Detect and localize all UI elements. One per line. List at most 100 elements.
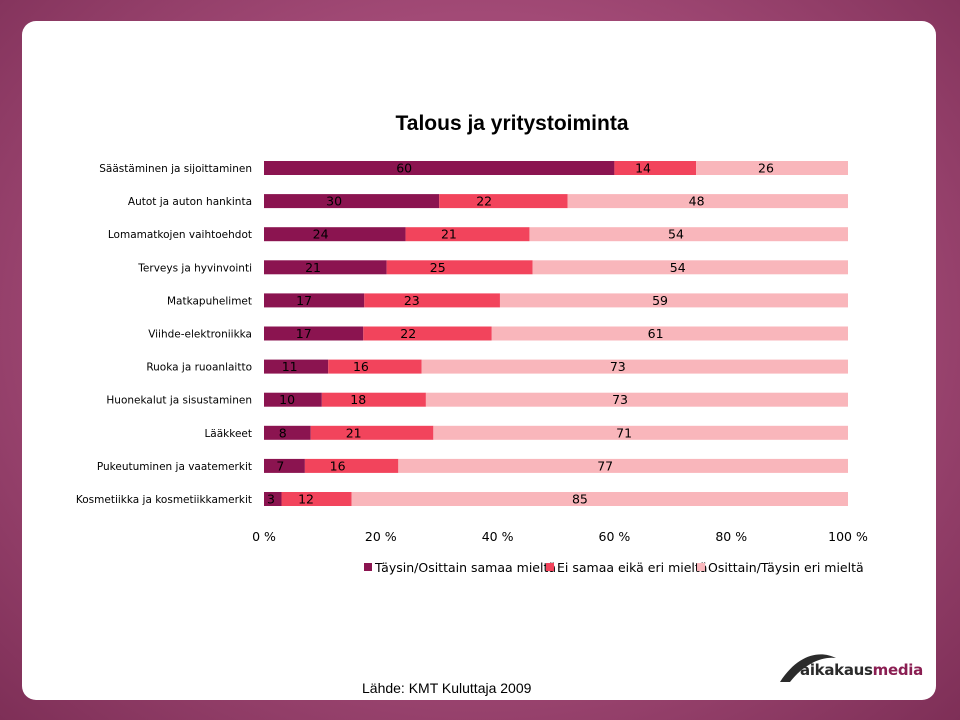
data-label: 12 xyxy=(298,492,314,507)
bar-segment-3 xyxy=(421,359,848,374)
data-label: 73 xyxy=(610,359,626,374)
bar-segment-1 xyxy=(264,293,365,308)
bar-segment-2 xyxy=(281,492,352,506)
bar-segment-2 xyxy=(363,326,492,341)
aikakausmedia-logo: aikakausmedia xyxy=(778,648,923,684)
category-label: Viihde-elektroniikka xyxy=(148,329,252,341)
data-label: 21 xyxy=(441,227,457,242)
bar-segment-2 xyxy=(386,260,533,275)
logo-swoosh-icon xyxy=(780,654,836,682)
x-tick-label: 100 % xyxy=(828,529,868,544)
logo-text: aikakausmedia xyxy=(800,661,923,679)
bar-segment-1 xyxy=(264,458,305,473)
category-label: Pukeutuminen ja vaatemerkit xyxy=(97,461,252,473)
data-label: 61 xyxy=(648,326,664,341)
bar-segment-1 xyxy=(264,227,406,242)
bar-segment-2 xyxy=(614,161,697,175)
bar-segment-2 xyxy=(439,194,568,209)
data-label: 48 xyxy=(689,194,705,209)
data-label: 23 xyxy=(404,293,420,308)
category-label: Terveys ja hyvinvointi xyxy=(137,262,252,274)
data-label: 85 xyxy=(572,492,588,507)
data-label: 16 xyxy=(330,458,346,473)
bar-segment-3 xyxy=(499,293,848,308)
data-label: 25 xyxy=(430,260,446,275)
data-label: 26 xyxy=(758,161,774,176)
bar-segment-3 xyxy=(529,227,848,242)
data-label: 59 xyxy=(652,293,668,308)
bar-segment-1 xyxy=(264,492,282,506)
data-label: 17 xyxy=(296,326,312,341)
bar-segment-1 xyxy=(264,425,311,440)
category-labels: Säästäminen ja sijoittaminen Autot ja aut… xyxy=(76,163,252,506)
data-label: 71 xyxy=(616,425,632,440)
data-label: 17 xyxy=(296,293,312,308)
data-label: 30 xyxy=(326,194,342,209)
data-label: 14 xyxy=(635,161,651,176)
category-label: Kosmetiikka ja kosmetiikkamerkit xyxy=(76,494,252,506)
data-label: 54 xyxy=(670,260,686,275)
category-label: Autot ja auton hankinta xyxy=(128,196,252,208)
data-label: 54 xyxy=(668,227,684,242)
category-label: Lääkkeet xyxy=(204,428,252,440)
category-label: Lomamatkojen vaihtoehdot xyxy=(108,229,252,241)
bar-segment-2 xyxy=(310,425,434,440)
source-note: Lähde: KMT Kuluttaja 2009 xyxy=(362,680,532,696)
legend: Täysin/Osittain samaa mieltä Ei samaa eik… xyxy=(364,560,864,575)
bar-segment-3 xyxy=(696,161,848,175)
logo-text-part1: aikakaus xyxy=(800,661,873,679)
legend-label: Ei samaa eikä eri mieltä xyxy=(557,560,707,575)
data-label: 22 xyxy=(476,194,492,209)
bar-segment-1 xyxy=(264,194,440,209)
bar-segment-3 xyxy=(491,326,848,341)
x-axis-ticks: 0 % 20 % 40 % 60 % 80 % 100 % xyxy=(252,529,868,544)
bar-segment-2 xyxy=(328,359,422,374)
bar-segment-3 xyxy=(425,392,848,407)
legend-swatch-2 xyxy=(546,563,554,571)
bar-segment-1 xyxy=(264,260,387,275)
data-label: 21 xyxy=(305,260,321,275)
x-tick-label: 20 % xyxy=(365,529,397,544)
data-label: 10 xyxy=(279,392,295,407)
data-label: 60 xyxy=(396,161,412,176)
bar-segment-1 xyxy=(264,161,615,175)
legend-label: Täysin/Osittain samaa mieltä xyxy=(374,560,556,575)
legend-label: Osittain/Täysin eri mieltä xyxy=(708,560,864,575)
data-label: 77 xyxy=(597,458,613,473)
x-tick-label: 40 % xyxy=(482,529,514,544)
bar-segment-3 xyxy=(398,458,848,473)
bar-segment-3 xyxy=(351,492,848,506)
category-label: Matkapuhelimet xyxy=(167,295,252,307)
bar-segment-2 xyxy=(364,293,500,308)
data-label: 11 xyxy=(282,359,298,374)
bar-segment-2 xyxy=(304,458,399,473)
chart-title: Talous ja yritystoiminta xyxy=(396,112,629,135)
category-label: Huonekalut ja sisustaminen xyxy=(106,395,252,407)
data-label: 24 xyxy=(313,227,329,242)
x-tick-label: 0 % xyxy=(252,529,276,544)
data-label: 16 xyxy=(353,359,369,374)
data-label: 18 xyxy=(350,392,366,407)
x-tick-label: 60 % xyxy=(599,529,631,544)
logo-text-part2: media xyxy=(872,661,924,679)
bar-segment-1 xyxy=(264,326,364,341)
bar-segment-3 xyxy=(433,425,848,440)
data-label: 73 xyxy=(612,392,628,407)
category-label: Ruoka ja ruoanlaitto xyxy=(146,362,252,374)
bar-segment-2 xyxy=(321,392,426,407)
bar-segment-3 xyxy=(567,194,848,209)
legend-swatch-1 xyxy=(364,563,372,571)
data-label: 22 xyxy=(400,326,416,341)
data-label: 7 xyxy=(276,458,284,473)
legend-swatch-3 xyxy=(697,563,705,571)
bar-segment-3 xyxy=(532,260,848,275)
bar-segment-1 xyxy=(264,392,322,407)
bar-segment-2 xyxy=(405,227,530,242)
bars-layer: 60 14 26 30 22 48 24 21 54 21 25 54 17 23 59 17 22 61 11 16… xyxy=(264,161,848,507)
bar-segment-1 xyxy=(264,359,329,374)
data-label: 21 xyxy=(346,425,362,440)
category-label: Säästäminen ja sijoittaminen xyxy=(99,163,252,175)
data-label: 8 xyxy=(279,425,287,440)
x-tick-label: 80 % xyxy=(715,529,747,544)
